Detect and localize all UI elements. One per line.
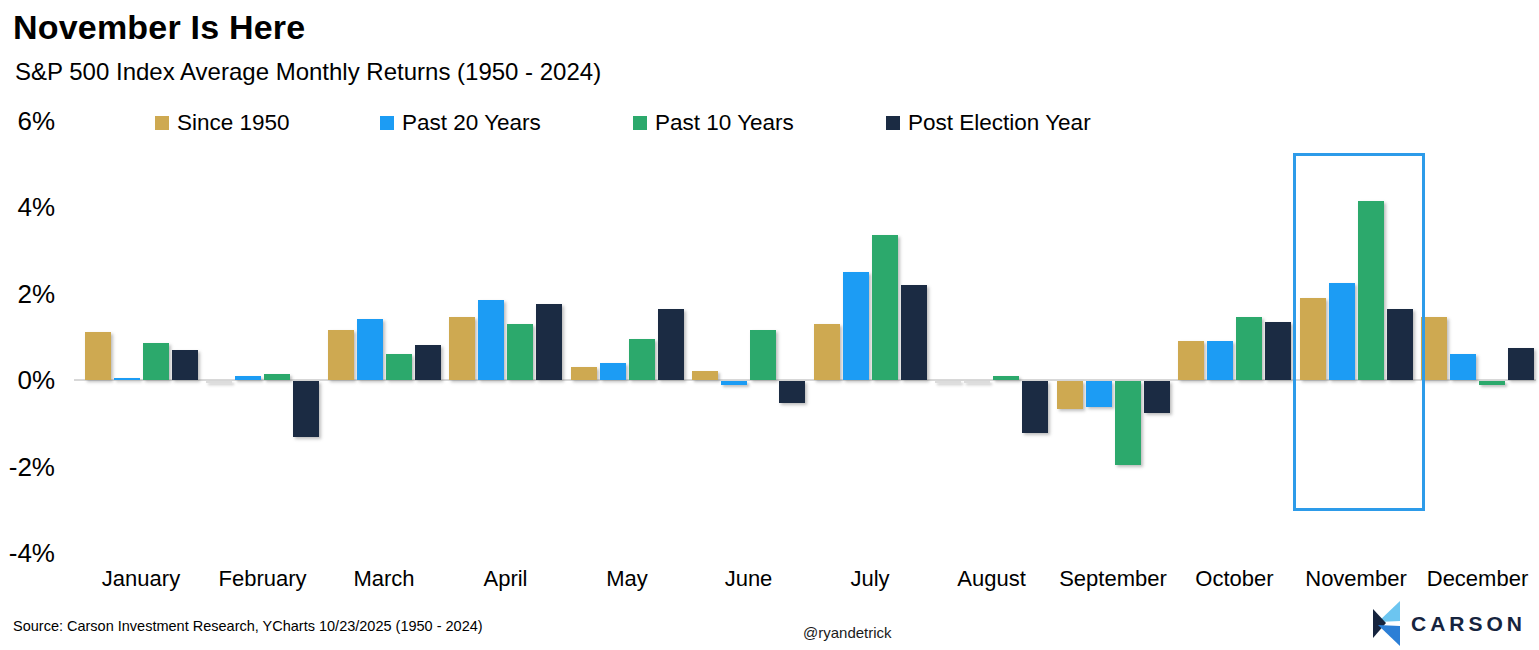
legend-item: Past 20 Years bbox=[380, 110, 541, 136]
legend-swatch-icon bbox=[155, 116, 169, 130]
carson-logo: CARSON bbox=[1373, 601, 1526, 646]
bar-october-series-2 bbox=[1236, 317, 1262, 380]
carson-logo-text: CARSON bbox=[1411, 612, 1526, 636]
legend-item: Since 1950 bbox=[155, 110, 290, 136]
bar-december-series-3 bbox=[1508, 348, 1534, 380]
bar-january-series-3 bbox=[172, 350, 198, 380]
bar-may-series-2 bbox=[629, 339, 655, 380]
bar-september-series-3 bbox=[1144, 381, 1170, 413]
bar-may-series-0 bbox=[571, 367, 597, 380]
legend-label: Since 1950 bbox=[177, 110, 290, 136]
bar-january-series-0 bbox=[85, 332, 111, 380]
bar-january-series-1 bbox=[114, 378, 140, 380]
y-axis-tick: -4% bbox=[0, 538, 55, 568]
twitter-handle: @ryandetrick bbox=[803, 624, 892, 641]
bar-june-series-2 bbox=[750, 330, 776, 380]
bar-september-series-1 bbox=[1086, 381, 1112, 407]
bar-october-series-3 bbox=[1265, 322, 1291, 380]
bar-december-series-1 bbox=[1450, 354, 1476, 380]
bar-april-series-0 bbox=[449, 317, 475, 380]
bar-march-series-3 bbox=[415, 345, 441, 380]
page-subtitle: S&P 500 Index Average Monthly Returns (1… bbox=[15, 58, 601, 86]
bar-april-series-1 bbox=[478, 300, 504, 380]
legend-label: Past 10 Years bbox=[655, 110, 794, 136]
page-title: November Is Here bbox=[13, 8, 305, 47]
month-label: December bbox=[1403, 566, 1539, 592]
y-axis-tick: 2% bbox=[0, 279, 55, 309]
legend-swatch-icon bbox=[886, 116, 900, 130]
legend-label: Post Election Year bbox=[908, 110, 1091, 136]
bar-march-series-0 bbox=[328, 330, 354, 380]
legend-swatch-icon bbox=[380, 116, 394, 130]
legend-swatch-icon bbox=[633, 116, 647, 130]
bar-december-series-2 bbox=[1479, 381, 1505, 385]
bar-august-series-3 bbox=[1022, 381, 1048, 433]
bar-february-series-3 bbox=[293, 381, 319, 437]
bar-august-series-1 bbox=[964, 381, 990, 383]
bar-april-series-3 bbox=[536, 304, 562, 380]
bar-june-series-1 bbox=[721, 381, 747, 385]
bar-october-series-0 bbox=[1178, 341, 1204, 380]
source-text: Source: Carson Investment Research, YCha… bbox=[13, 618, 483, 634]
bar-may-series-3 bbox=[658, 309, 684, 380]
bar-august-series-2 bbox=[993, 376, 1019, 380]
y-axis-tick: 6% bbox=[0, 106, 55, 136]
bar-september-series-0 bbox=[1057, 381, 1083, 409]
chart-page: November Is Here S&P 500 Index Average M… bbox=[0, 0, 1539, 650]
y-axis-tick: 0% bbox=[0, 365, 55, 395]
legend-item: Past 10 Years bbox=[633, 110, 794, 136]
bar-july-series-3 bbox=[901, 285, 927, 380]
bar-june-series-3 bbox=[779, 381, 805, 403]
bar-september-series-2 bbox=[1115, 381, 1141, 465]
legend-item: Post Election Year bbox=[886, 110, 1091, 136]
legend-label: Past 20 Years bbox=[402, 110, 541, 136]
y-axis-tick: -2% bbox=[0, 452, 55, 482]
bar-february-series-2 bbox=[264, 374, 290, 380]
bar-february-series-1 bbox=[235, 376, 261, 380]
y-axis-tick: 4% bbox=[0, 192, 55, 222]
bar-february-series-0 bbox=[206, 381, 232, 383]
bar-january-series-2 bbox=[143, 343, 169, 380]
bar-july-series-1 bbox=[843, 272, 869, 380]
carson-logo-mark-icon bbox=[1373, 601, 1400, 646]
bar-june-series-0 bbox=[692, 371, 718, 380]
bar-july-series-0 bbox=[814, 324, 840, 380]
november-highlight-box bbox=[1293, 153, 1425, 511]
bar-march-series-1 bbox=[357, 319, 383, 380]
bar-july-series-2 bbox=[872, 235, 898, 380]
bar-april-series-2 bbox=[507, 324, 533, 380]
bar-october-series-1 bbox=[1207, 341, 1233, 380]
bar-march-series-2 bbox=[386, 354, 412, 380]
bar-august-series-0 bbox=[935, 381, 961, 383]
bar-may-series-1 bbox=[600, 363, 626, 380]
